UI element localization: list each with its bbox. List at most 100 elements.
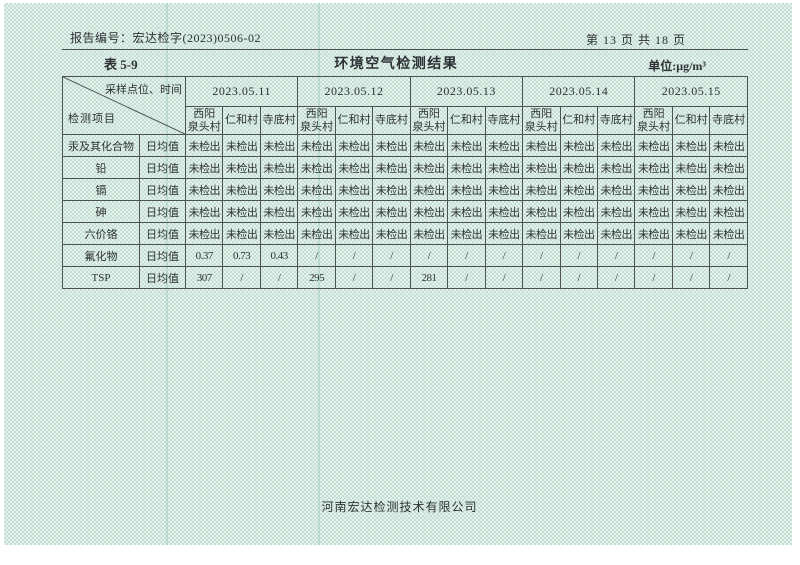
value-cell: 未检出 — [184, 222, 224, 245]
value-cell: 未检出 — [447, 200, 486, 223]
value-cell: 未检出 — [372, 178, 411, 201]
site-header: 西阳 泉头村 — [522, 106, 561, 135]
value-cell: 未检出 — [484, 156, 524, 179]
value-cell: 未检出 — [259, 222, 299, 245]
value-cell: 未检出 — [484, 200, 524, 223]
table-tag: 表 5-9 — [104, 57, 138, 72]
table-row: 六价铬 日均值 未检出 未检出 未检出 未检出 未检出 未检出 未检出 未检出 未检出 未检出 未检出未… — [62, 222, 748, 245]
value-cell: 未检出 — [184, 156, 224, 179]
stat-type-cell: 日均值 — [139, 134, 186, 157]
corner-label-test-item: 检测项目 — [68, 113, 116, 125]
value-cell: 未检出 — [634, 178, 673, 201]
unit-label: 单位:μg/m³ — [648, 59, 706, 73]
value-cell: 0.43 — [259, 244, 299, 267]
site-header: 寺底村 — [372, 106, 411, 135]
value-cell: / — [559, 266, 598, 289]
report-number: 报告编号：宏达检字(2023)0506-02 — [70, 31, 261, 45]
value-cell: 未检出 — [297, 200, 336, 223]
value-cell: 0.73 — [222, 244, 261, 267]
value-cell: 未检出 — [596, 178, 636, 201]
page-indicator: 第 13 页 共 18 页 — [585, 33, 686, 47]
value-cell: / — [297, 244, 336, 267]
value-cell: 307 — [184, 266, 224, 289]
value-cell: 未检出 — [334, 156, 374, 179]
value-cell: 未检出 — [409, 222, 449, 245]
value-cell: 未检出 — [334, 222, 374, 245]
value-cell: 未检出 — [559, 134, 598, 157]
value-cell: 未检出 — [596, 200, 636, 223]
value-cell: / — [484, 266, 524, 289]
test-item-cell: 汞及其化合物 — [62, 134, 140, 157]
value-cell: 未检出 — [447, 178, 486, 201]
footer-company-name: 河南宏达检测技术有限公司 — [321, 500, 478, 514]
table-row: 氟化物 日均值 0.37 0.73 0.43// / / / / / / / / / / — [62, 244, 748, 267]
value-cell: 未检出 — [522, 178, 561, 201]
site-header: 西阳 泉头村 — [297, 106, 336, 135]
value-cell: 未检出 — [409, 156, 449, 179]
stat-type-cell: 日均值 — [139, 200, 186, 223]
date-header: 2023.05.11 — [184, 76, 299, 107]
table-row: 砷日均值 未检出 未检出 未检出 未检出 未检出 未检出 未检出 未检出 未检出 未检出 未检出 未检出… — [62, 200, 748, 223]
value-cell: 未检出 — [259, 134, 299, 157]
value-cell: 未检出 — [559, 156, 598, 179]
value-cell: 未检出 — [372, 134, 411, 157]
value-cell: 未检出 — [409, 134, 449, 157]
value-cell: 未检出 — [634, 222, 673, 245]
stat-type-cell: 日均值 — [139, 222, 186, 245]
site-header: 西阳 泉头村 — [634, 106, 673, 135]
value-cell: 未检出 — [484, 134, 524, 157]
value-cell: 未检出 — [559, 222, 598, 245]
value-cell: / — [447, 244, 486, 267]
value-cell: 未检出 — [447, 222, 486, 245]
value-cell: 未检出 — [409, 178, 449, 201]
value-cell: 未检出 — [259, 178, 299, 201]
value-cell: 未检出 — [559, 200, 598, 223]
value-cell: 未检出 — [222, 156, 261, 179]
test-item-cell: 铅 — [62, 156, 140, 179]
value-cell: 未检出 — [522, 200, 561, 223]
site-header: 仁和村 — [559, 106, 598, 135]
value-cell: / — [334, 266, 374, 289]
site-header: 寺底村 — [596, 106, 636, 135]
value-cell: 未检出 — [634, 134, 673, 157]
stat-type-cell: 日均值 — [139, 266, 186, 289]
site-header: 西阳 泉头村 — [409, 106, 449, 135]
value-cell: / — [559, 244, 598, 267]
value-cell: 295 — [297, 266, 336, 289]
value-cell: 未检出 — [634, 156, 673, 179]
value-cell: 未检出 — [671, 156, 711, 179]
value-cell: / — [596, 266, 636, 289]
value-cell: 未检出 — [297, 222, 336, 245]
site-header: 仁和村 — [334, 106, 374, 135]
value-cell: 未检出 — [484, 178, 524, 201]
value-cell: / — [372, 266, 411, 289]
stat-type-cell: 日均值 — [139, 156, 186, 179]
paper-scan-background: 报告编号：宏达检字(2023)0506-02 第 13 页 共 18 页 表 5… — [4, 3, 792, 545]
table-row: TSP 日均值 307//295//281// / / / / / / — [62, 266, 748, 289]
site-header: 寺底村 — [259, 106, 299, 135]
test-item-cell: 砷 — [62, 200, 140, 223]
value-cell: 未检出 — [634, 200, 673, 223]
table-title-row: 表 5-9 环境空气检测结果 单位:μg/m³ — [62, 54, 748, 74]
value-cell: 未检出 — [447, 156, 486, 179]
value-cell: / — [259, 266, 299, 289]
site-header: 仁和村 — [671, 106, 711, 135]
diagonal-divider — [63, 77, 185, 134]
stat-type-cell: 日均值 — [139, 178, 186, 201]
value-cell: 未检出 — [222, 222, 261, 245]
value-cell: 未检出 — [372, 200, 411, 223]
value-cell: 未检出 — [334, 134, 374, 157]
value-cell: 未检出 — [447, 134, 486, 157]
value-cell: 未检出 — [671, 178, 711, 201]
page-header: 报告编号：宏达检字(2023)0506-02 第 13 页 共 18 页 — [62, 28, 748, 50]
value-cell: 未检出 — [596, 222, 636, 245]
value-cell: 未检出 — [522, 156, 561, 179]
value-cell: / — [596, 244, 636, 267]
value-cell: 未检出 — [184, 134, 224, 157]
value-cell: 未检出 — [596, 134, 636, 157]
value-cell: 未检出 — [522, 222, 561, 245]
table-corner-cell: 采样点位、时间 检测项目 — [62, 76, 186, 135]
value-cell: / — [447, 266, 486, 289]
value-cell: 未检出 — [709, 200, 748, 223]
test-item-cell: TSP — [62, 266, 140, 289]
